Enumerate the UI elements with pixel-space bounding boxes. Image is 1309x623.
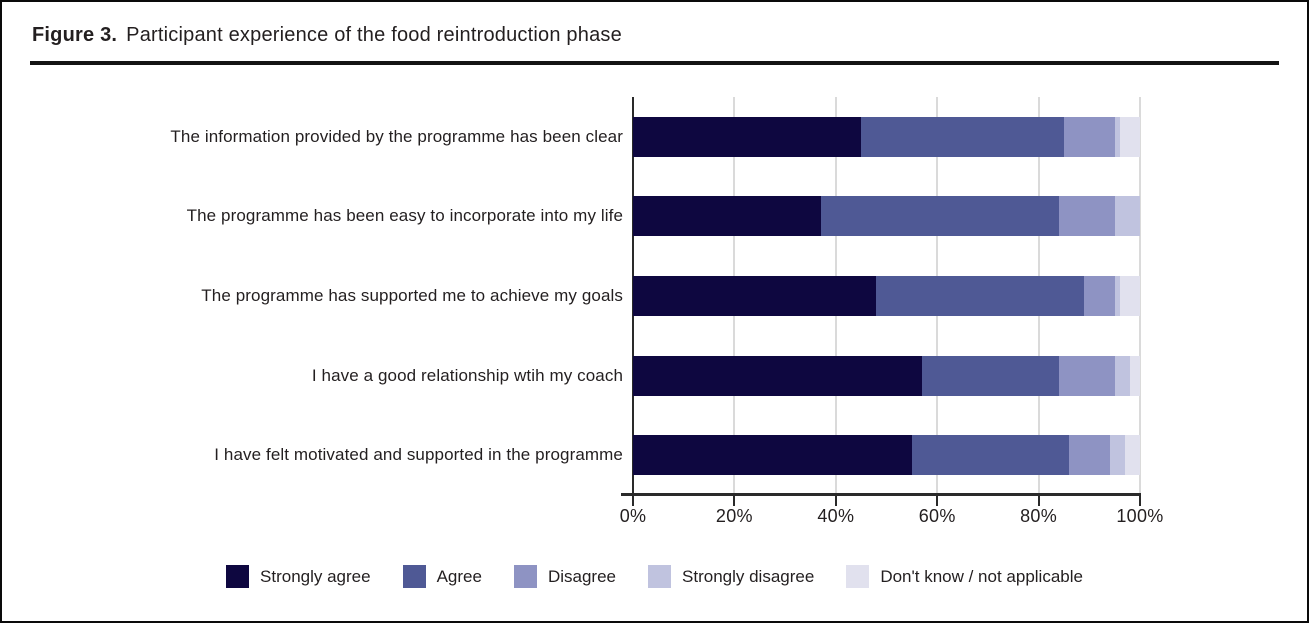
legend-label: Agree — [436, 566, 482, 586]
legend-item: Don't know / not applicable — [846, 565, 1083, 588]
x-axis-tick — [936, 494, 939, 506]
legend-label: Strongly disagree — [682, 566, 815, 586]
bar-segment — [921, 355, 1059, 396]
bar-segment — [1069, 435, 1110, 476]
bar-row — [633, 276, 1140, 316]
bar-segment — [633, 116, 862, 157]
x-axis-tick-label: 0% — [619, 506, 647, 526]
legend-item: Strongly agree — [226, 565, 371, 588]
bar-segment — [1114, 276, 1120, 316]
bar-row — [633, 116, 1140, 157]
bar-row — [633, 355, 1140, 396]
x-axis-tick-label: 20% — [715, 506, 753, 526]
x-axis-line — [621, 493, 1141, 496]
bar-segment — [911, 435, 1069, 476]
bar-segment — [1114, 196, 1140, 237]
x-axis-tick — [733, 494, 736, 506]
x-axis-tick — [1139, 494, 1141, 506]
figure-header: Figure 3. Participant experience of the f… — [32, 24, 622, 47]
bar-segment — [1084, 276, 1115, 316]
legend-swatch — [648, 565, 672, 588]
chart-legend: Strongly agree Agree Disagree Strongly disa… — [2, 565, 1307, 588]
category-label: The programme has supported me to achiev… — [201, 286, 623, 305]
bar-segment — [1114, 355, 1130, 396]
x-axis-tick-label: 40% — [817, 506, 855, 526]
x-axis-tick-label: 80% — [1020, 506, 1058, 526]
title-divider — [30, 61, 1279, 65]
x-axis-tick — [632, 494, 634, 506]
figure-number-label: Figure 3. — [32, 24, 118, 46]
legend-item: Agree — [402, 565, 482, 588]
bar-segment — [633, 276, 877, 316]
x-axis-tick — [834, 494, 837, 506]
bar-segment — [1109, 435, 1125, 476]
bar-segment — [861, 116, 1064, 157]
legend-item: Disagree — [513, 565, 617, 588]
legend-label: Disagree — [547, 566, 617, 586]
bar-segment — [1129, 355, 1140, 396]
bar-segment — [876, 276, 1085, 316]
bar-segment — [1058, 196, 1115, 237]
bar-segment — [1124, 435, 1140, 476]
legend-label: Strongly agree — [260, 566, 371, 586]
bar-segment — [1063, 116, 1115, 157]
legend-item: Strongly disagree — [648, 565, 814, 588]
bar-segment — [633, 435, 912, 476]
x-axis-tick-label: 60% — [918, 506, 956, 526]
bar-segment — [1119, 276, 1140, 316]
bar-segment — [1119, 116, 1140, 157]
category-label: I have felt motivated and supported in t… — [214, 445, 623, 465]
category-label: I have a good relationship wtih my coach — [311, 365, 623, 385]
bar-segment — [633, 196, 821, 237]
category-label: The programme has been easy to incorpora… — [186, 206, 623, 226]
legend-swatch — [846, 565, 870, 588]
bar-row — [633, 196, 1140, 237]
bar-segment — [1114, 116, 1120, 157]
bar-segment — [1058, 355, 1115, 396]
legend-swatch — [402, 565, 426, 588]
legend-swatch — [226, 565, 250, 588]
figure-title: Participant experience of the food reint… — [126, 24, 622, 46]
bar-segment — [820, 196, 1059, 237]
gridline-100 — [1139, 97, 1141, 495]
x-axis-tick-label: 100% — [1116, 506, 1164, 526]
bar-row — [633, 435, 1140, 476]
legend-label: Don't know / not applicable — [880, 566, 1083, 586]
category-label: The information provided by the programm… — [170, 126, 623, 146]
legend-swatch — [513, 565, 537, 588]
bar-segment — [633, 355, 922, 396]
x-axis-tick — [1037, 494, 1040, 506]
